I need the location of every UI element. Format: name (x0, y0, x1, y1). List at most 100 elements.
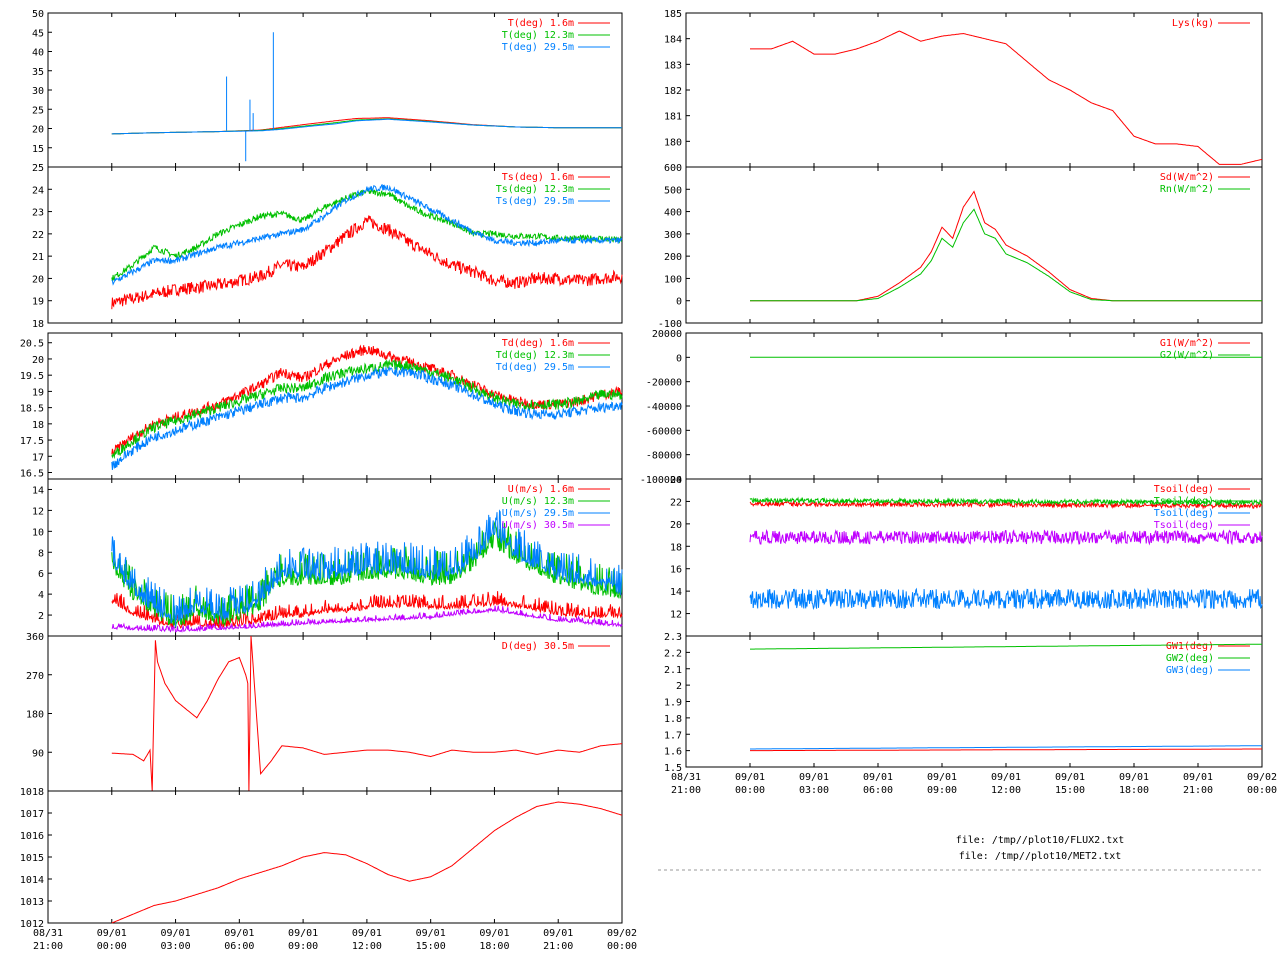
x-tick-label-date: 09/01 (927, 772, 957, 783)
y-tick-label: 1015 (20, 853, 44, 864)
y-tick-label: 1017 (20, 809, 44, 820)
x-tick-label-time: 03:00 (799, 785, 829, 796)
file-label-flux: file: /tmp//plot10/FLUX2.txt (956, 835, 1125, 846)
x-tick-label-time: 15:00 (416, 941, 446, 952)
legend-label: Ts(deg) 12.3m (496, 184, 574, 195)
y-tick-label: 18 (670, 542, 682, 553)
y-tick-label: 400 (664, 208, 682, 219)
y-tick-label: 600 (664, 163, 682, 174)
y-tick-label: 185 (664, 9, 682, 20)
y-tick-label: -100 (658, 319, 682, 330)
legend-label: GW2(deg) (1166, 653, 1214, 664)
series-line-U-3 (111, 605, 623, 633)
legend-label: Td(deg) 29.5m (496, 362, 574, 373)
panel-T: 15 20 25 30 35 40 45 50 T(deg) 1.6mT(deg) 12.3mT… (32, 9, 623, 168)
y-tick-label: 184 (664, 35, 682, 46)
y-tick-label: 10 (32, 527, 44, 538)
y-tick-label: 1.8 (664, 714, 682, 725)
y-tick-label: 18.5 (20, 404, 44, 415)
legend-label: Sd(W/m^2) (1160, 172, 1214, 183)
series-line-Rad-1 (750, 208, 1262, 302)
y-tick-label: 18 (32, 420, 44, 431)
x-tick-label-time: 12:00 (991, 785, 1021, 796)
legend-label: Ts(deg) 1.6m (502, 172, 574, 183)
x-tick-label-time: 21:00 (33, 941, 63, 952)
y-tick-label: 2 (676, 681, 682, 692)
y-tick-label: 19 (32, 387, 44, 398)
y-tick-label: 200 (664, 252, 682, 263)
y-tick-label: 8 (38, 548, 44, 559)
x-tick-label-date: 09/01 (97, 928, 127, 939)
y-tick-label: 360 (26, 632, 44, 643)
y-tick-label: 1.7 (664, 730, 682, 741)
panel-G: -100000 -80000 -60000 -40000 -20000 0 20000 G1(… (640, 329, 1263, 486)
x-tick-label-date: 09/01 (161, 928, 191, 939)
y-tick-label: 90 (32, 748, 44, 759)
y-tick-label: 18 (32, 319, 44, 330)
y-tick-label: 16.5 (20, 469, 44, 480)
y-tick-label: 4 (38, 590, 44, 601)
legend-label: U(m/s) 30.5m (502, 520, 574, 531)
legend-label: G2(W/m^2) (1160, 350, 1214, 361)
y-tick-label: -80000 (646, 451, 682, 462)
y-tick-label: 24 (670, 475, 682, 486)
y-tick-label: 1.9 (664, 698, 682, 709)
y-tick-label: 20 (32, 355, 44, 366)
panel-frame (47, 635, 623, 792)
x-tick-label-time: 09:00 (927, 785, 957, 796)
y-tick-label: 23 (32, 208, 44, 219)
x-tick-label-time: 09:00 (288, 941, 318, 952)
x-tick-label-date: 09/01 (352, 928, 382, 939)
y-tick-label: 30 (32, 86, 44, 97)
x-tick-label-time: 00:00 (1247, 785, 1277, 796)
panel-P: 1012 1013 1014 1015 1016 1017 1018 08/31 21:00 09… (20, 787, 637, 952)
y-tick-label: 1016 (20, 831, 44, 842)
legend-label: Tsoil(deg) (1154, 496, 1214, 507)
series-line-Td-0 (111, 344, 623, 458)
x-tick-label-time: 18:00 (1119, 785, 1149, 796)
legend-label: U(m/s) 1.6m (508, 484, 574, 495)
legend-label: G1(W/m^2) (1160, 338, 1214, 349)
series-line-Lys-0 (750, 30, 1263, 165)
panel-D: 90 180 270 360 D(deg) 30.5m (26, 632, 623, 792)
y-tick-label: 50 (32, 9, 44, 20)
series-line-Td-1 (111, 358, 623, 460)
y-tick-label: 21 (32, 252, 44, 263)
y-tick-label: 180 (26, 710, 44, 721)
legend-label: U(m/s) 12.3m (502, 496, 574, 507)
series-line-Rad-0 (750, 190, 1262, 302)
y-tick-label: 0 (676, 353, 682, 364)
y-tick-label: 180 (664, 137, 682, 148)
legend-label: GW3(deg) (1166, 665, 1214, 676)
x-tick-label-date: 09/02 (607, 928, 637, 939)
y-tick-label: 20.5 (20, 339, 44, 350)
y-tick-label: -40000 (646, 402, 682, 413)
x-tick-label-date: 09/01 (543, 928, 573, 939)
y-tick-label: 19.5 (20, 371, 44, 382)
series-line-U-0 (111, 591, 623, 629)
legend-label: Tsoil(deg) (1154, 484, 1214, 495)
y-tick-label: 20 (670, 520, 682, 531)
y-tick-label: 1012 (20, 919, 44, 930)
file-label-met: file: /tmp//plot10/MET2.txt (959, 851, 1122, 862)
x-tick-label-time: 03:00 (161, 941, 191, 952)
x-tick-label-date: 09/01 (735, 772, 765, 783)
y-tick-label: 2.1 (664, 665, 682, 676)
series-line-Tsoil-0 (749, 499, 1263, 510)
panel-Rad: -100 0 100 200 300 400 500 600 Sd(W/m^2)Rn(W/m^2… (658, 163, 1263, 330)
x-tick-label-date: 09/01 (863, 772, 893, 783)
legend-label: T(deg) 12.3m (502, 30, 574, 41)
x-tick-label-date: 09/01 (224, 928, 254, 939)
y-tick-label: 17.5 (20, 436, 44, 447)
x-tick-label-time: 00:00 (97, 941, 127, 952)
series-line-T-2 (111, 118, 622, 135)
y-tick-label: 19 (32, 297, 44, 308)
panel-frame (47, 790, 623, 924)
x-tick-label-date: 09/01 (991, 772, 1021, 783)
series-line-GW-0 (750, 748, 1262, 752)
series-line-Ts-0 (111, 215, 623, 310)
legend-label: Lys(kg) (1172, 18, 1214, 29)
panel-frame (685, 166, 1263, 324)
